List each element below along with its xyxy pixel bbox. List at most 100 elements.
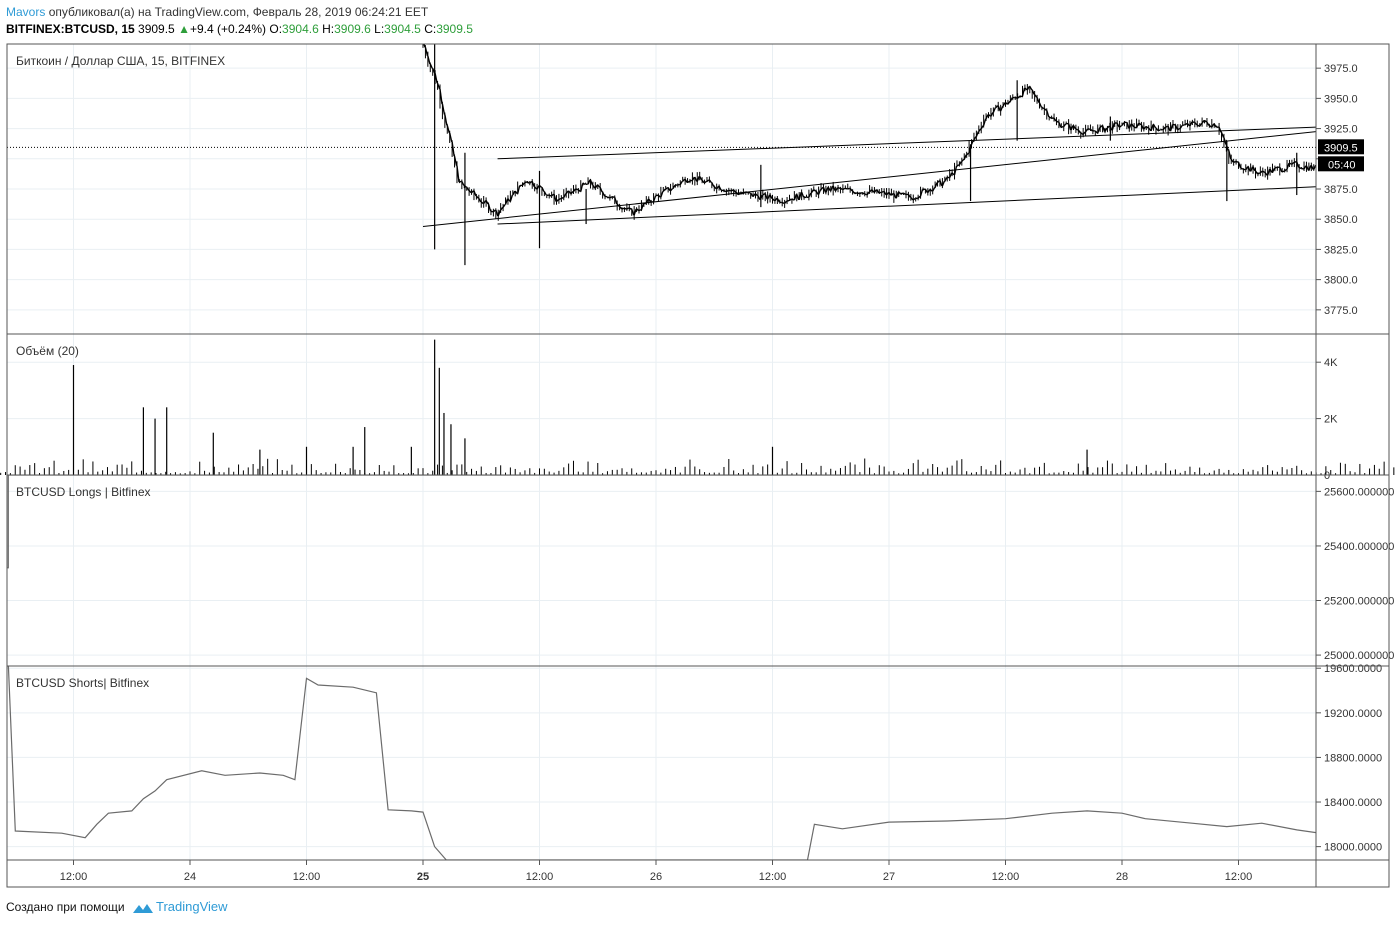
- candle-body: [822, 187, 827, 193]
- candle-body: [478, 197, 482, 203]
- candle-body: [609, 196, 613, 199]
- candle-body: [480, 201, 484, 205]
- candle-body: [1174, 124, 1179, 130]
- candle-body: [594, 184, 598, 189]
- candle-body: [701, 179, 705, 184]
- candle-body: [475, 195, 479, 199]
- candle-body: [1372, 178, 1374, 179]
- candle-body: [1184, 122, 1188, 126]
- candle-body: [1384, 171, 1386, 172]
- candle-body: [638, 209, 642, 212]
- candle-body: [466, 186, 470, 191]
- candle-body: [1007, 100, 1011, 105]
- candle-body: [963, 154, 967, 160]
- candle-body: [706, 179, 710, 182]
- candle-body: [1165, 125, 1168, 128]
- candle-body: [631, 209, 635, 216]
- candle-body: [958, 161, 962, 166]
- candle-body: [1374, 177, 1376, 180]
- candle-body: [1274, 166, 1278, 169]
- candle-body: [888, 192, 892, 196]
- candle-body: [1291, 161, 1295, 165]
- candle-body: [633, 208, 637, 216]
- candle-body: [1235, 160, 1239, 163]
- candle-body: [861, 192, 865, 195]
- candle-body: [607, 196, 610, 199]
- x-tick-label: 12:00: [759, 871, 787, 883]
- candle-body: [531, 181, 535, 188]
- candle-body: [434, 73, 438, 84]
- candle-body: [1377, 174, 1379, 177]
- candle-body: [1038, 102, 1043, 108]
- candle-body: [723, 190, 727, 193]
- candle-body: [446, 125, 450, 134]
- candle-body: [1143, 126, 1147, 130]
- candle-body: [813, 189, 817, 192]
- candle-body: [429, 63, 433, 69]
- candle-body: [1021, 87, 1026, 97]
- candle-body: [1182, 124, 1185, 127]
- candle-body: [589, 179, 594, 186]
- candle-body: [1208, 124, 1212, 128]
- candle-body: [1279, 166, 1283, 173]
- candle-body: [881, 190, 884, 193]
- candle-body: [937, 180, 941, 184]
- author-link[interactable]: Mavors: [6, 5, 46, 19]
- candle-body: [786, 199, 790, 202]
- candle-body: [827, 187, 831, 192]
- candle-body: [529, 180, 533, 184]
- candle-body: [985, 114, 989, 119]
- candle-body: [1252, 166, 1256, 172]
- candle-body: [541, 187, 545, 192]
- trend-line: [497, 186, 1316, 225]
- candle-body: [662, 188, 666, 192]
- candle-body: [999, 105, 1004, 112]
- candle-body: [691, 176, 696, 181]
- tradingview-link[interactable]: TradingView: [155, 899, 228, 914]
- candle-body: [502, 204, 506, 208]
- candle-body: [817, 189, 822, 195]
- candle-body: [1002, 102, 1006, 107]
- candle-body: [774, 197, 778, 202]
- candle-body: [468, 190, 472, 194]
- candle-body: [919, 189, 924, 197]
- candle-body: [1220, 132, 1225, 138]
- volume-pane-title: Объём (20): [16, 344, 79, 358]
- candle-body: [1237, 161, 1242, 169]
- y-tick-label: 0: [1324, 470, 1330, 482]
- candle-body: [1333, 174, 1335, 175]
- candle-body: [551, 193, 555, 197]
- candle-body: [1104, 127, 1108, 132]
- price-pane-title: Биткоин / Доллар США, 15, BITFINEX: [16, 54, 225, 68]
- candle-body: [725, 189, 729, 193]
- candle-body: [526, 181, 530, 184]
- candle-body: [534, 186, 538, 190]
- candle-body: [713, 186, 717, 190]
- y-tick-label: 25000.000000: [1324, 650, 1394, 662]
- candle-body: [900, 192, 904, 195]
- candle-body: [898, 191, 902, 195]
- candle-body: [869, 189, 873, 193]
- candle-body: [487, 203, 492, 212]
- candle-body: [1138, 122, 1142, 126]
- candle-body: [1345, 173, 1347, 177]
- candle-body: [1075, 128, 1079, 131]
- candle-body: [1257, 172, 1261, 175]
- candle-body: [733, 189, 737, 193]
- candle-body: [927, 189, 931, 194]
- candle-body: [1077, 129, 1081, 134]
- candle-body: [652, 195, 657, 203]
- candle-body: [1158, 129, 1161, 132]
- high-value: 3909.6: [334, 22, 371, 36]
- candle-body: [1121, 122, 1125, 126]
- trend-line: [497, 126, 1316, 160]
- candle-body: [665, 186, 669, 190]
- candle-body: [1201, 119, 1205, 124]
- candle-body: [1360, 178, 1362, 179]
- candle-body: [555, 198, 559, 203]
- x-tick-label: 12:00: [293, 871, 321, 883]
- open-label: O:: [269, 22, 283, 36]
- candle-body: [624, 207, 627, 210]
- candle-body: [961, 158, 965, 162]
